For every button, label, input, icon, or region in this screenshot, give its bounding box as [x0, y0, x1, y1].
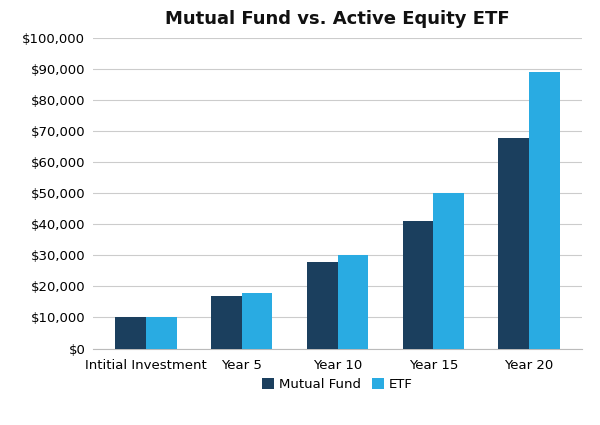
Bar — [115, 317, 146, 348]
Title: Mutual Fund vs. Active Equity ETF: Mutual Fund vs. Active Equity ETF — [165, 10, 510, 28]
Legend: Mutual Fund, ETF: Mutual Fund, ETF — [257, 373, 418, 396]
Bar — [307, 262, 337, 348]
Bar — [211, 296, 242, 348]
Bar — [529, 72, 560, 348]
Bar — [337, 255, 368, 348]
Bar — [433, 193, 464, 348]
Bar — [403, 221, 433, 348]
Bar — [146, 317, 176, 348]
Bar — [242, 293, 272, 348]
Bar — [499, 138, 529, 348]
